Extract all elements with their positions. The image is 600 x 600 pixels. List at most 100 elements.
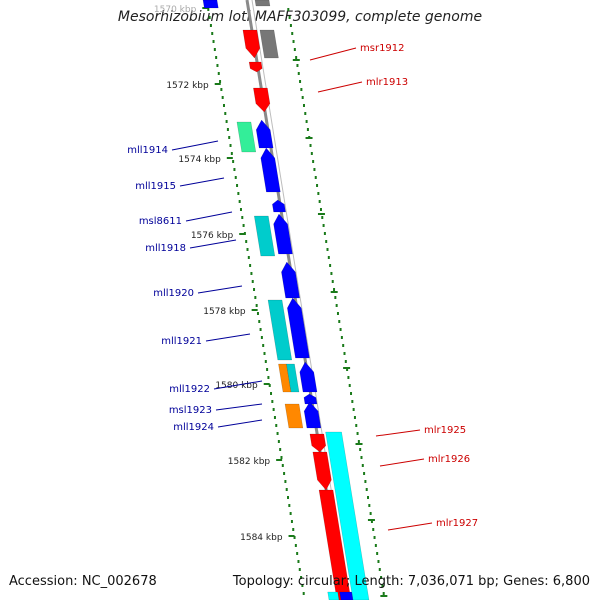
left-scale-dot [207,8,210,11]
right-scale-dot [331,280,334,283]
left-scale-dot [236,184,239,187]
right-scale-dot [330,272,333,275]
right-scale-dot [319,208,322,211]
right-scale-dot [372,528,375,531]
gene-label-mll1920: mll1920 [153,288,194,299]
right-scale-tick [343,367,351,369]
kbp-label: 1572 kbp [166,81,209,91]
left-scale-dot [297,560,300,563]
left-scale-dot [254,296,257,299]
left-scale-dot [247,256,250,259]
left-scale-dot [294,544,297,547]
right-scale-dot [336,312,339,315]
kbp-label: 1574 kbp [178,155,221,165]
kbp-label: 1578 kbp [203,307,246,317]
gene-msr1912 [242,29,261,59]
right-scale-dot [318,200,321,203]
right-scale-dot [326,248,329,251]
left-scale-dot [237,192,240,195]
gene-label-mlr1927: mlr1927 [436,518,478,529]
gene-label-msr1912: msr1912 [360,43,405,54]
right-scale-tick [330,291,338,293]
right-scale-dot [370,520,373,523]
left-scale-dot [250,272,253,275]
left-scale-dot [301,584,304,587]
right-scale-dot [333,288,336,291]
left-scale-dot [266,368,269,371]
kbp-label: 1580 kbp [215,381,258,391]
right-scale-dot [342,344,345,347]
left-scale-dot [234,176,237,179]
leader-line [197,285,243,294]
right-scale-dot [288,16,291,19]
genome-summary-text: Topology: circular; Length: 7,036,071 bp… [232,574,590,589]
left-scale-dot [264,360,267,363]
leader-line [213,380,263,390]
right-scale-dot [353,416,356,419]
kbp-tick-mark [214,83,221,85]
right-scale-dot [289,24,292,27]
kbp-tick-mark [288,535,295,537]
right-scale-dot [344,360,347,363]
right-scale-dot [381,584,384,587]
gene-feature-blue [287,297,310,359]
leader-line [309,47,357,61]
leader-line [171,140,219,151]
left-scale-dot [277,440,280,443]
right-scale-dot [374,544,377,547]
gene-label-mll1921: mll1921 [161,336,202,347]
left-scale-dot [208,16,211,19]
left-scale-dot [262,344,265,347]
right-scale-dot [300,88,303,91]
left-scale-dot [255,304,258,307]
left-scale-dot [219,80,222,83]
right-scale-dot [316,184,319,187]
right-scale-dot [347,376,350,379]
right-scale-dot [348,384,351,387]
left-scale-dot [293,536,296,539]
right-scale-dot [355,424,358,427]
gene-feature-blue [299,361,318,393]
gene-feature-blue [273,213,293,255]
left-scale-dot [212,40,215,43]
right-scale-dot [335,304,338,307]
right-scale-dot [296,64,299,67]
left-scale-dot [225,120,228,123]
kbp-tick-mark [239,233,246,235]
right-scale-dot [304,112,307,115]
right-scale-dot [314,176,317,179]
left-scale-dot [296,552,299,555]
left-scale-dot [273,416,276,419]
right-scale-dot [292,40,295,43]
gene-feature-cyan [327,591,340,600]
left-scale-dot [260,336,263,339]
gene-feature-teal [286,363,300,393]
left-scale-dot [228,136,231,139]
gene-mll1924 [284,403,304,429]
right-scale-dot [352,408,355,411]
right-scale-dot [378,568,381,571]
right-scale-tick [292,59,300,61]
map-title: Mesorhizobium loti MAFF303099, complete … [117,9,483,25]
right-scale-dot [377,560,380,563]
right-scale-tick [355,443,363,445]
left-scale-dot [229,144,232,147]
leader-line [205,333,251,342]
right-scale-dot [312,160,315,163]
right-scale-dot [376,552,379,555]
left-scale-dot [292,528,295,531]
right-scale-dot [310,152,313,155]
leader-line [317,81,363,93]
kbp-tick-mark [276,459,283,461]
right-scale-dot [295,56,298,59]
left-scale-dot [276,432,279,435]
right-scale-dot [357,440,360,443]
left-scale-dot [287,496,290,499]
left-scale-dot [215,56,218,59]
gene-feature-red [248,61,263,73]
gene-mll1918 [253,215,276,257]
left-scale-dot [230,152,233,155]
left-scale-dot [246,248,249,251]
gene-mll1914 [236,121,257,153]
